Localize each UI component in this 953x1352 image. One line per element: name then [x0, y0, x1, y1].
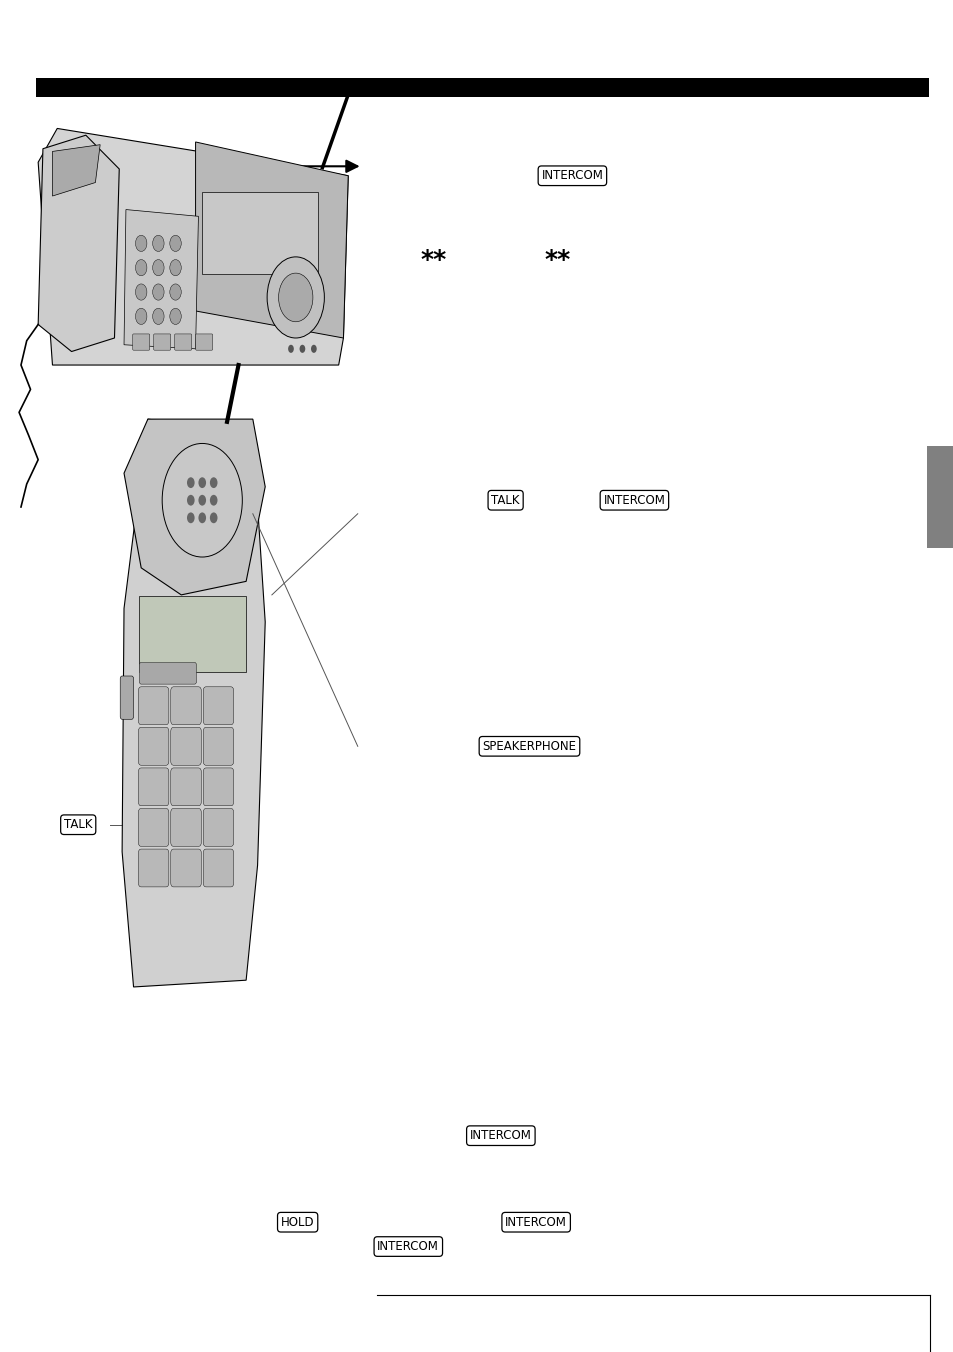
Polygon shape [52, 145, 100, 196]
Polygon shape [122, 419, 265, 987]
Circle shape [187, 477, 194, 488]
Circle shape [267, 257, 324, 338]
Circle shape [162, 443, 242, 557]
FancyBboxPatch shape [203, 849, 233, 887]
Polygon shape [38, 128, 348, 365]
FancyBboxPatch shape [132, 334, 150, 350]
Text: TALK: TALK [64, 818, 92, 831]
FancyBboxPatch shape [139, 662, 196, 684]
Circle shape [135, 284, 147, 300]
FancyBboxPatch shape [138, 687, 169, 725]
Polygon shape [124, 210, 198, 349]
Circle shape [299, 345, 305, 353]
Circle shape [198, 512, 206, 523]
Circle shape [152, 235, 164, 251]
Polygon shape [38, 135, 119, 352]
FancyBboxPatch shape [202, 192, 317, 274]
FancyBboxPatch shape [36, 78, 928, 97]
FancyBboxPatch shape [138, 727, 169, 765]
Polygon shape [124, 419, 265, 595]
Circle shape [187, 512, 194, 523]
Circle shape [170, 308, 181, 324]
Text: INTERCOM: INTERCOM [505, 1215, 566, 1229]
Circle shape [135, 235, 147, 251]
Circle shape [170, 260, 181, 276]
Text: INTERCOM: INTERCOM [377, 1240, 438, 1253]
FancyBboxPatch shape [171, 768, 201, 806]
FancyBboxPatch shape [138, 808, 169, 846]
Circle shape [198, 477, 206, 488]
Circle shape [135, 308, 147, 324]
Circle shape [210, 495, 217, 506]
FancyBboxPatch shape [203, 808, 233, 846]
FancyBboxPatch shape [171, 687, 201, 725]
Text: INTERCOM: INTERCOM [470, 1129, 531, 1142]
Circle shape [152, 284, 164, 300]
Text: SPEAKERPHONE: SPEAKERPHONE [139, 342, 233, 356]
FancyBboxPatch shape [171, 849, 201, 887]
Circle shape [288, 345, 294, 353]
Text: **: ** [420, 247, 447, 272]
FancyBboxPatch shape [926, 446, 953, 548]
Circle shape [210, 512, 217, 523]
Circle shape [210, 477, 217, 488]
FancyBboxPatch shape [139, 596, 246, 672]
FancyBboxPatch shape [153, 334, 171, 350]
Circle shape [170, 235, 181, 251]
Text: HOLD: HOLD [280, 1215, 314, 1229]
Text: INTERCOM: INTERCOM [603, 493, 664, 507]
Polygon shape [195, 142, 348, 338]
FancyBboxPatch shape [138, 768, 169, 806]
Text: SPEAKERPHONE: SPEAKERPHONE [482, 740, 576, 753]
Circle shape [278, 273, 313, 322]
FancyBboxPatch shape [195, 334, 213, 350]
FancyBboxPatch shape [171, 727, 201, 765]
Circle shape [198, 495, 206, 506]
FancyBboxPatch shape [174, 334, 192, 350]
Text: **: ** [543, 247, 570, 272]
FancyBboxPatch shape [171, 808, 201, 846]
Circle shape [152, 260, 164, 276]
Text: TALK: TALK [491, 493, 519, 507]
Circle shape [152, 308, 164, 324]
Text: INTERCOM: INTERCOM [541, 169, 602, 183]
Circle shape [311, 345, 316, 353]
Circle shape [135, 260, 147, 276]
FancyBboxPatch shape [203, 727, 233, 765]
Circle shape [170, 284, 181, 300]
FancyBboxPatch shape [203, 687, 233, 725]
FancyBboxPatch shape [203, 768, 233, 806]
FancyBboxPatch shape [120, 676, 133, 719]
FancyBboxPatch shape [138, 849, 169, 887]
Circle shape [187, 495, 194, 506]
